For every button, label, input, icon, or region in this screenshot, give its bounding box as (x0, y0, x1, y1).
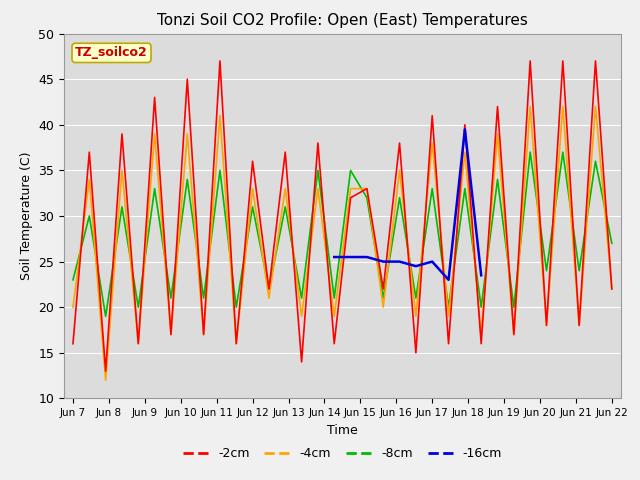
Legend: -2cm, -4cm, -8cm, -16cm: -2cm, -4cm, -8cm, -16cm (178, 442, 507, 465)
Y-axis label: Soil Temperature (C): Soil Temperature (C) (20, 152, 33, 280)
Title: Tonzi Soil CO2 Profile: Open (East) Temperatures: Tonzi Soil CO2 Profile: Open (East) Temp… (157, 13, 528, 28)
Text: TZ_soilco2: TZ_soilco2 (75, 47, 148, 60)
X-axis label: Time: Time (327, 424, 358, 437)
